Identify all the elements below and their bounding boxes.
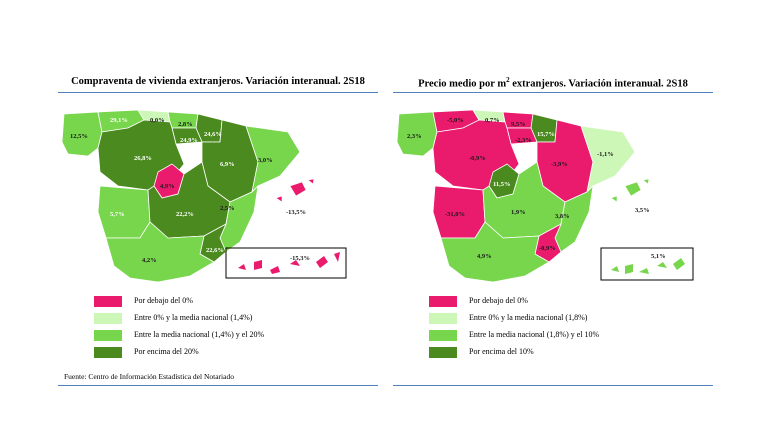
label-rioja: 24,9%: [180, 137, 198, 144]
label-valencia: 3,8%: [555, 213, 570, 220]
legend-label: Por encima del 20%: [134, 347, 199, 356]
legend-label: Entre 0% y la media nacional (1,4%): [134, 313, 253, 322]
label-canarias: 5,1%: [651, 253, 666, 260]
legend-swatch-below-zero: [94, 296, 122, 307]
label-murcia: -0,9%: [539, 245, 556, 252]
label-cataluna: 3,0%: [258, 157, 273, 164]
label-madrid: 11,5%: [493, 181, 511, 188]
label-murcia: 22,6%: [206, 247, 224, 254]
legend-swatch-dark-green: [429, 347, 457, 358]
legend-label: Por debajo del 0%: [134, 296, 193, 305]
region-baleares[interactable]: [275, 178, 315, 203]
right-map-panel: Precio medio por m2 extranjeros. Variaci…: [393, 70, 713, 390]
region-andalucia[interactable]: [440, 221, 550, 283]
legend-swatch-mid-green: [94, 330, 122, 341]
region-canarias[interactable]: [611, 258, 685, 274]
legend-label: Entre la media nacional (1,8%) y el 10%: [469, 330, 600, 339]
right-map-title: Precio medio por m2 extranjeros. Variaci…: [393, 76, 713, 90]
legend-swatch-below-zero: [429, 296, 457, 307]
label-cataluna: -1,1%: [597, 151, 614, 158]
label-galicia: 2,3%: [407, 133, 422, 140]
label-asturias: 29,1%: [110, 117, 128, 124]
label-valencia: 2,5%: [220, 205, 235, 212]
label-navarra: 15,7%: [537, 131, 555, 138]
right-bottom-rule: [393, 385, 713, 386]
region-canarias[interactable]: [238, 252, 340, 274]
label-cantabria: 0,7%: [485, 117, 500, 124]
label-andalucia: 4,2%: [142, 257, 157, 264]
region-baleares[interactable]: [610, 178, 650, 203]
label-pais-vasco: 2,8%: [178, 121, 193, 128]
region-andalucia[interactable]: [105, 221, 215, 283]
canarias-inset-box: [600, 247, 694, 281]
label-baleares: 3,5%: [635, 207, 650, 214]
label-castilla-leon: -0,9%: [469, 155, 486, 162]
region-cataluna[interactable]: [580, 125, 636, 194]
legend-label: Por encima del 10%: [469, 347, 534, 356]
legend-swatch-dark-green: [94, 347, 122, 358]
legend-swatch-light-green: [429, 313, 457, 324]
right-spain-map: 2,3% -5,0% 0,7% 9,5% 15,7% -2,3% -0,9% -…: [396, 109, 694, 283]
label-pais-vasco: 9,5%: [511, 121, 526, 128]
right-title-main: Precio medio por m: [418, 78, 507, 90]
left-bottom-rule: [58, 385, 378, 386]
label-madrid: 4,9%: [160, 183, 175, 190]
label-castilla-la-mancha: 1,9%: [511, 209, 526, 216]
right-top-rule: [393, 92, 713, 93]
left-spain-map: 12,5% 29,1% 0,0% 2,8% 24,6% 24,9% 26,8% …: [61, 109, 347, 283]
label-cantabria: 0,0%: [150, 117, 165, 124]
label-extremadura: 5,7%: [110, 211, 125, 218]
label-navarra: 24,6%: [204, 131, 222, 138]
left-map-panel: Compraventa de vivienda extranjeros. Var…: [58, 70, 378, 390]
legend-label: Entre 0% y la media nacional (1,8%): [469, 313, 588, 322]
legend-swatch-mid-green: [429, 330, 457, 341]
label-baleares: -13,5%: [286, 209, 306, 216]
canarias-inset-box: [225, 247, 347, 279]
left-top-rule: [58, 92, 378, 93]
label-castilla-la-mancha: 22,2%: [176, 211, 194, 218]
label-asturias: -5,0%: [447, 117, 464, 124]
label-galicia: 12,5%: [70, 133, 88, 140]
right-title-rest: extranjeros. Variación interanual. 2S18: [509, 78, 688, 90]
left-map-title: Compraventa de vivienda extranjeros. Var…: [71, 76, 365, 87]
label-extremadura: -31,0%: [445, 211, 465, 218]
legend-label: Entre la media nacional (1,4%) y el 20%: [134, 330, 265, 339]
label-rioja: -2,3%: [515, 137, 532, 144]
source-note: Fuente: Centro de Información Estadístic…: [64, 372, 234, 381]
label-castilla-leon: 26,8%: [134, 155, 152, 162]
label-aragon: 6,9%: [220, 161, 235, 168]
label-andalucia: 4,9%: [477, 253, 492, 260]
label-aragon: -3,9%: [551, 161, 568, 168]
right-title-sup: 2: [506, 76, 510, 84]
legend-swatch-light-green: [94, 313, 122, 324]
label-canarias: -15,3%: [290, 255, 310, 262]
legend-label: Por debajo del 0%: [469, 296, 528, 305]
region-cataluna[interactable]: [245, 125, 301, 194]
